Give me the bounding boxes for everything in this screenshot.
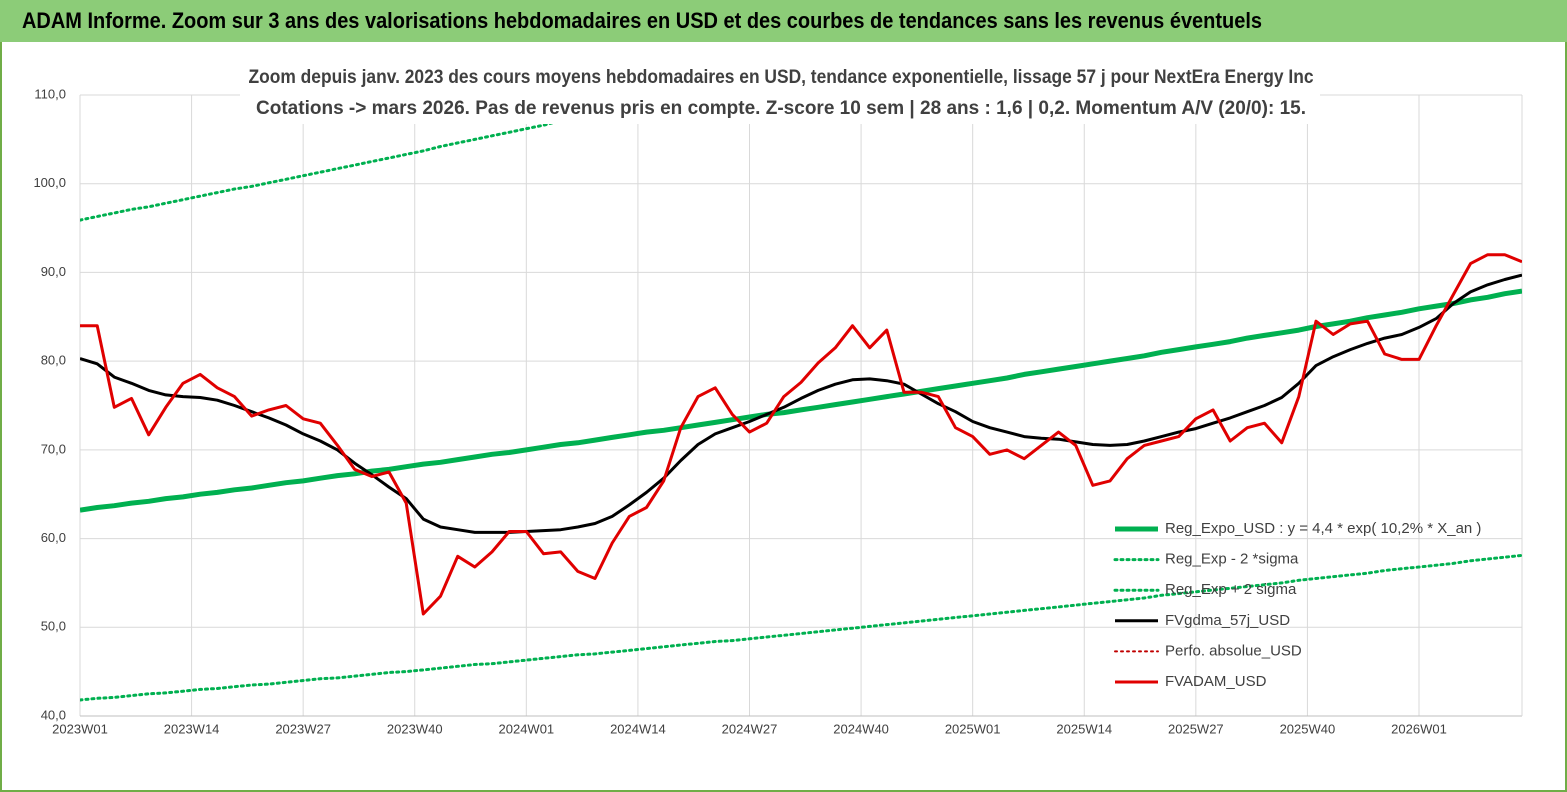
x-tick-label: 2025W14 xyxy=(1056,721,1112,736)
y-tick-label: 80,0 xyxy=(41,353,66,368)
y-tick-label: 50,0 xyxy=(41,619,66,634)
x-tick-label: 2023W01 xyxy=(52,721,108,736)
series-line xyxy=(80,288,1522,513)
series-line xyxy=(80,273,1522,534)
x-tick-label: 2024W27 xyxy=(722,721,778,736)
x-tick-label: 2023W40 xyxy=(387,721,443,736)
chart-title: Zoom depuis janv. 2023 des cours moyens … xyxy=(249,67,1314,88)
x-tick-label: 2024W40 xyxy=(833,721,889,736)
series-line xyxy=(80,253,1522,616)
x-tick-label: 2025W27 xyxy=(1168,721,1224,736)
title-box xyxy=(240,62,1320,124)
x-tick-label: 2025W40 xyxy=(1280,721,1336,736)
y-tick-label: 90,0 xyxy=(41,264,66,279)
x-tick-label: 2026W01 xyxy=(1391,721,1447,736)
legend-label: Reg_Expo_USD : y = 4,4 * exp( 10,2% * X_… xyxy=(1165,520,1481,537)
series-line xyxy=(80,553,1522,702)
legend-label: Reg_Exp - 2 *sigma xyxy=(1165,551,1299,568)
header-title: ADAM Informe. Zoom sur 3 ans des valoris… xyxy=(22,8,1262,33)
x-tick-label: 2024W14 xyxy=(610,721,666,736)
chart-subtitle: Cotations -> mars 2026. Pas de revenus p… xyxy=(256,98,1306,119)
series-line xyxy=(80,95,684,222)
x-tick-label: 2025W01 xyxy=(945,721,1001,736)
header-bar xyxy=(0,0,1567,42)
x-tick-label: 2024W01 xyxy=(499,721,555,736)
x-tick-label: 2023W14 xyxy=(164,721,220,736)
y-tick-label: 100,0 xyxy=(33,175,66,190)
x-tick-label: 2023W27 xyxy=(275,721,331,736)
legend-label: FVADAM_USD xyxy=(1165,673,1267,690)
legend-label: Perfo. absolue_USD xyxy=(1165,642,1302,659)
chart: 40,0 50,0 60,0 70,0 80,0 90,0 100,0 110,0 2023W0… xyxy=(33,62,1523,736)
legend-label: Reg_Exp + 2 sigma xyxy=(1165,581,1297,598)
y-tick-label: 110,0 xyxy=(34,86,66,101)
y-tick-label: 70,0 xyxy=(41,441,66,456)
y-tick-label: 40,0 xyxy=(41,707,66,722)
y-tick-label: 60,0 xyxy=(41,530,66,545)
legend-label: FVgdma_57j_USD xyxy=(1165,612,1290,629)
